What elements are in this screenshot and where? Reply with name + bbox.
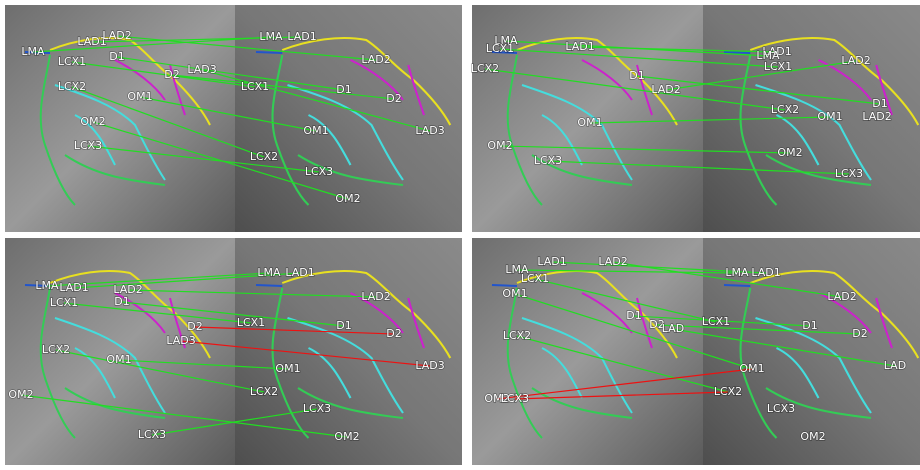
vessel-label: D2 [852, 327, 867, 340]
vessel-label: LCX1 [237, 316, 265, 329]
vessel-label: LCX1 [241, 80, 269, 93]
vessel-label: OM2 [487, 139, 512, 152]
vessel-label: OM1 [817, 110, 842, 123]
vessel-label: LAD1 [287, 30, 316, 43]
vessel-label: D2 [187, 320, 202, 333]
vessel-label: LAD1 [59, 281, 88, 294]
vessel-label: LMA [35, 279, 59, 292]
vessel-label: OM2 [777, 146, 802, 159]
vessel-label: LCX2 [503, 329, 531, 342]
vessel-label: OM1 [739, 362, 764, 375]
panel: LMALCX1LAD1D1LCX2LAD2OM1OM2LCX3LAD1LMALC… [471, 5, 920, 232]
vessel-label: LAD2 [841, 54, 870, 67]
vessel-label: LCX3 [534, 154, 562, 167]
vessel-label: LCX2 [471, 62, 499, 75]
vessel-label: LCX3 [305, 165, 333, 178]
vessel-label: LCX3 [138, 428, 166, 441]
vessel-label: LCX2 [771, 103, 799, 116]
vessel-label: LAD1 [565, 40, 594, 53]
vessel-label: LMA [257, 266, 281, 279]
vessel [724, 285, 750, 286]
vessel-label: LCX2 [250, 150, 278, 163]
vessel [256, 285, 282, 286]
vessel-label: LCX3 [303, 402, 331, 415]
vessel-label: LCX3 [501, 392, 529, 405]
vessel-label: OM1 [502, 287, 527, 300]
vessel-label: OM2 [335, 192, 360, 205]
vessel-label: LMA [259, 30, 283, 43]
vessel-label: LAD1 [751, 266, 780, 279]
vessel-label: LCX3 [835, 167, 863, 180]
vessel-label: OM2 [8, 388, 33, 401]
panel: LMA LAD1 LAD2 D1 LCX1 D2 LAD3 LCX2 OM1 OM2 LCX3 LMA… [5, 5, 462, 232]
vessel-label: LAD1 [285, 266, 314, 279]
vessel-label: LCX1 [764, 60, 792, 73]
vessel-label: LAD3 [415, 124, 444, 137]
vessel-label: LCX3 [74, 139, 102, 152]
vessel-label: D1 [802, 319, 817, 332]
vessel-label: LAD [662, 322, 684, 335]
vessel-label: D2 [386, 327, 401, 340]
vessel-label: LCX2 [58, 80, 86, 93]
vessel-label: OM1 [127, 90, 152, 103]
vessel-label: LCX1 [486, 42, 514, 55]
vessel [724, 52, 750, 53]
vessel-label: D1 [336, 319, 351, 332]
vessel-label: LAD [884, 359, 906, 372]
vessel-label: LAD2 [598, 255, 627, 268]
vessel-label: LAD2 [361, 290, 390, 303]
vessel-label: LCX1 [521, 272, 549, 285]
vessel-label: OM2 [800, 430, 825, 443]
vessel-label: D2 [164, 68, 179, 81]
vessel-label: LCX2 [714, 385, 742, 398]
vessel-label: OM1 [275, 362, 300, 375]
vessel-label: OM2 [334, 430, 359, 443]
vessel-label: D1 [114, 295, 129, 308]
vessel-label: LAD3 [187, 63, 216, 76]
vessel-label: LCX3 [767, 402, 795, 415]
vessel-label: LAD3 [415, 359, 444, 372]
vessel-label: LAD2 [651, 83, 680, 96]
vessel-label: D1 [109, 50, 124, 63]
vessel-label: OM1 [577, 116, 602, 129]
vessel-label: LCX1 [702, 315, 730, 328]
vessel-label: D1 [872, 97, 887, 110]
vessel-label: LCX1 [50, 296, 78, 309]
vessel-label: D1 [626, 309, 641, 322]
vessel-label: LAD2 [827, 290, 856, 303]
vessel-label: D2 [386, 92, 401, 105]
vessel-label: D1 [336, 83, 351, 96]
vessel-label: OM1 [106, 353, 131, 366]
vessel-label: LCX2 [42, 343, 70, 356]
vessel-label: LCX2 [250, 385, 278, 398]
vessel-label: OM2 [80, 115, 105, 128]
vessel-label: OM1 [303, 124, 328, 137]
vessel-label: LAD1 [537, 255, 566, 268]
vessel-label: LMA [725, 266, 749, 279]
vessel-label: LAD3 [166, 334, 195, 347]
vessel-label: LAD2 [862, 110, 891, 123]
vessel-label: D1 [629, 69, 644, 82]
vessel [492, 285, 517, 286]
vessel-label: LAD2 [102, 29, 131, 42]
vessel-label: LCX1 [58, 55, 86, 68]
vessel-label: LAD2 [361, 53, 390, 66]
vessel-label: LMA [21, 45, 45, 58]
figure: LMALAD1LAD2D1LCX1D2LAD3LCX2OM1OM2LCX3LMA… [0, 0, 920, 470]
vessel [256, 52, 282, 53]
